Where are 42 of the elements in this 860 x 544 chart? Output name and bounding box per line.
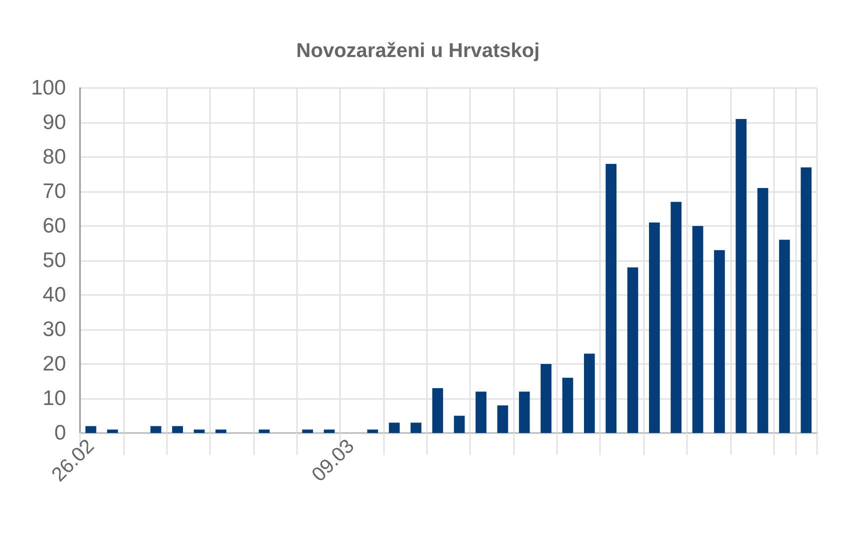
y-tick-label: 60 (42, 214, 66, 238)
bar (258, 430, 270, 433)
bar (432, 388, 444, 433)
bar (497, 405, 508, 433)
bar (476, 392, 486, 433)
bar (107, 430, 118, 433)
bar (85, 426, 96, 433)
y-tick-label: 100 (30, 76, 66, 100)
bar (627, 267, 638, 433)
bar (410, 422, 422, 433)
bar (172, 426, 183, 433)
bar (779, 240, 790, 433)
y-tick-label: 10 (42, 387, 66, 410)
y-tick-label: 70 (42, 180, 66, 203)
bar (670, 202, 682, 433)
bar (388, 422, 400, 433)
bar (757, 188, 768, 433)
y-tick-label: 30 (42, 318, 66, 341)
bar (518, 392, 530, 433)
y-tick-label: 40 (42, 284, 66, 306)
bar (800, 167, 812, 433)
bar (215, 430, 226, 433)
y-tick-label: 50 (42, 249, 66, 272)
bar (692, 226, 704, 433)
bar (150, 426, 162, 433)
bar (367, 430, 378, 433)
bar (324, 430, 335, 433)
bar (606, 164, 616, 433)
y-tick-label: 80 (42, 146, 66, 168)
y-tick-label: 20 (42, 352, 66, 376)
y-tick-label: 90 (42, 111, 66, 134)
bar (562, 378, 574, 433)
bar (714, 250, 725, 433)
y-tick-label: 0 (54, 422, 66, 444)
bar (649, 222, 660, 433)
bar (454, 416, 465, 433)
bar (194, 430, 205, 433)
bar (302, 430, 314, 433)
bar (584, 354, 595, 433)
bar (540, 364, 552, 433)
chart-title: Novozaraženi u Hrvatskoj (296, 40, 540, 62)
bar (736, 119, 747, 433)
